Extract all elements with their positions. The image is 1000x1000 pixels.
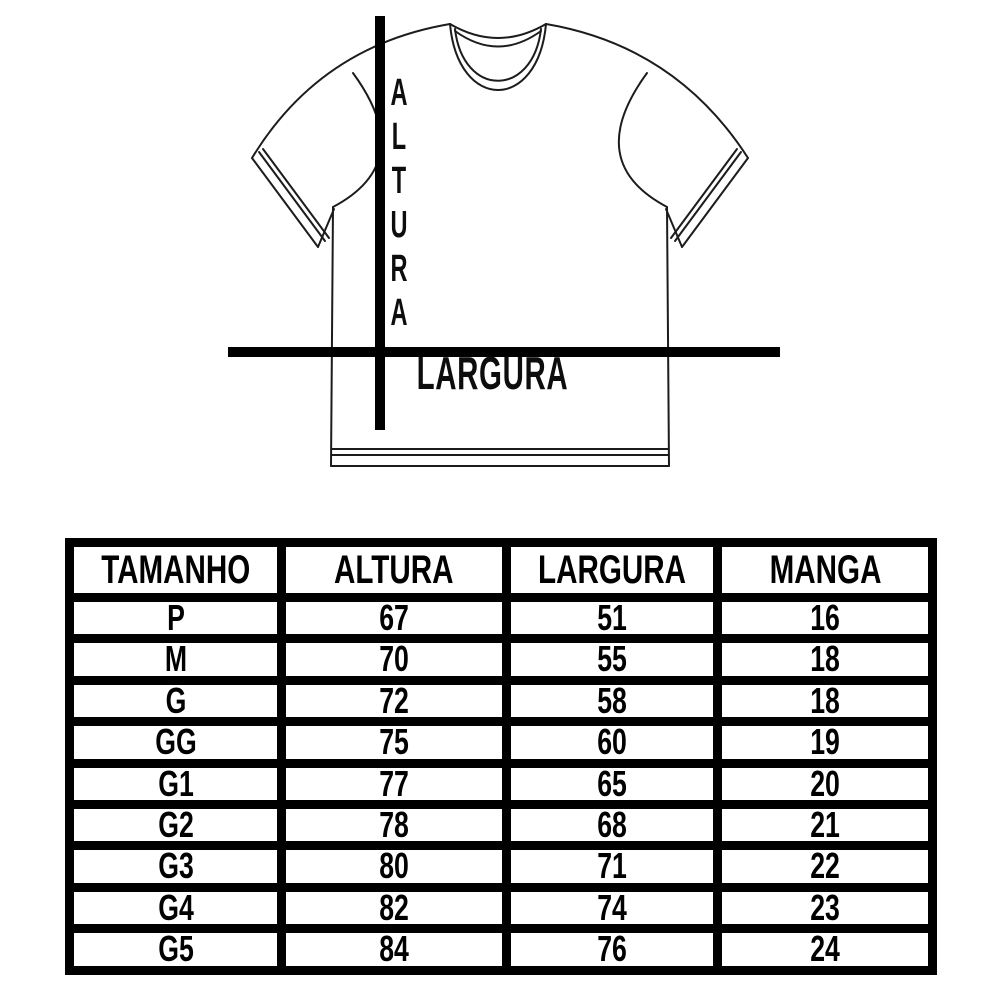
size-cell: G2 <box>64 799 287 851</box>
size-cell: G1 <box>64 758 287 809</box>
header-altura-label: ALTURA <box>334 548 454 592</box>
size-cell: M <box>64 634 287 685</box>
altura-cell: 84 <box>277 924 511 975</box>
manga-cell: 16 <box>713 592 937 644</box>
header-altura: ALTURA <box>277 538 511 602</box>
table-row: P 67 51 16 <box>64 592 937 644</box>
manga-cell: 21 <box>713 799 937 851</box>
manga-cell: 19 <box>713 717 937 768</box>
largura-cell: 71 <box>501 841 723 892</box>
altura-axis-label: ALTURA <box>385 72 413 336</box>
altura-measure-bar <box>375 16 385 430</box>
table-row: G1 77 65 20 <box>64 758 937 809</box>
altura-cell: 80 <box>277 841 511 892</box>
largura-cell: 68 <box>501 799 723 851</box>
altura-cell: 77 <box>277 758 511 809</box>
table-row: G3 80 71 22 <box>64 841 937 892</box>
largura-cell: 60 <box>501 717 723 768</box>
largura-cell: 74 <box>501 882 723 934</box>
collar-back-line-1 <box>449 23 547 39</box>
header-manga-label: MANGA <box>769 548 881 592</box>
body-side-left <box>330 206 334 467</box>
cuff-right-stitch-1 <box>674 151 742 242</box>
largura-cell: 76 <box>501 924 723 975</box>
largura-cell: 65 <box>501 758 723 809</box>
altura-cell: 75 <box>277 717 511 768</box>
altura-cell: 82 <box>277 882 511 934</box>
tshirt-diagram <box>228 16 780 467</box>
largura-cell: 51 <box>501 592 723 644</box>
table-row: GG 75 60 19 <box>64 717 937 768</box>
altura-cell: 67 <box>277 592 511 644</box>
table-row: G4 82 74 23 <box>64 882 937 934</box>
collar-neck-opening <box>454 28 542 82</box>
manga-cell: 18 <box>713 634 937 685</box>
shoulder-line-left <box>251 23 451 159</box>
table-row: M 70 55 18 <box>64 634 937 685</box>
size-cell: G5 <box>64 924 287 975</box>
header-largura-label: LARGURA <box>537 548 686 592</box>
collar-back-line-2 <box>454 30 542 48</box>
table-row: G 72 58 18 <box>64 675 937 727</box>
cuff-left-stitch-2 <box>262 148 330 239</box>
armhole-left <box>332 72 383 208</box>
manga-cell: 18 <box>713 675 937 727</box>
table-row: G5 84 76 24 <box>64 924 937 975</box>
header-tamanho: TAMANHO <box>64 538 287 602</box>
body-side-right <box>666 206 670 467</box>
shoulder-line-right <box>545 23 749 159</box>
underarm-left <box>317 208 335 248</box>
manga-cell: 24 <box>713 924 937 975</box>
manga-cell: 20 <box>713 758 937 809</box>
armhole-right <box>617 72 668 208</box>
altura-cell: 78 <box>277 799 511 851</box>
collar-outer-seam <box>449 23 547 91</box>
cuff-right-edge <box>681 157 749 248</box>
largura-cell: 55 <box>501 634 723 685</box>
size-cell: G3 <box>64 841 287 892</box>
table-header-row: TAMANHO ALTURA LARGURA MANGA <box>64 538 937 602</box>
header-tamanho-label: TAMANHO <box>101 548 251 592</box>
manga-cell: 22 <box>713 841 937 892</box>
largura-measure-bar <box>228 347 780 357</box>
largura-cell: 58 <box>501 675 723 727</box>
underarm-right <box>665 208 683 248</box>
size-table: TAMANHO ALTURA LARGURA MANGA P 67 51 16 … <box>64 538 937 975</box>
largura-axis-label: LARGURA <box>416 347 569 399</box>
size-cell: G4 <box>64 882 287 934</box>
manga-cell: 23 <box>713 882 937 934</box>
header-largura: LARGURA <box>501 538 723 602</box>
cuff-left-stitch-1 <box>258 151 326 242</box>
size-cell: G <box>64 675 287 727</box>
cuff-left-edge <box>251 157 319 248</box>
altura-cell: 72 <box>277 675 511 727</box>
size-cell: GG <box>64 717 287 768</box>
altura-cell: 70 <box>277 634 511 685</box>
table-row: G2 78 68 21 <box>64 799 937 851</box>
cuff-right-stitch-2 <box>670 148 738 239</box>
header-manga: MANGA <box>713 538 937 602</box>
size-cell: P <box>64 592 287 644</box>
